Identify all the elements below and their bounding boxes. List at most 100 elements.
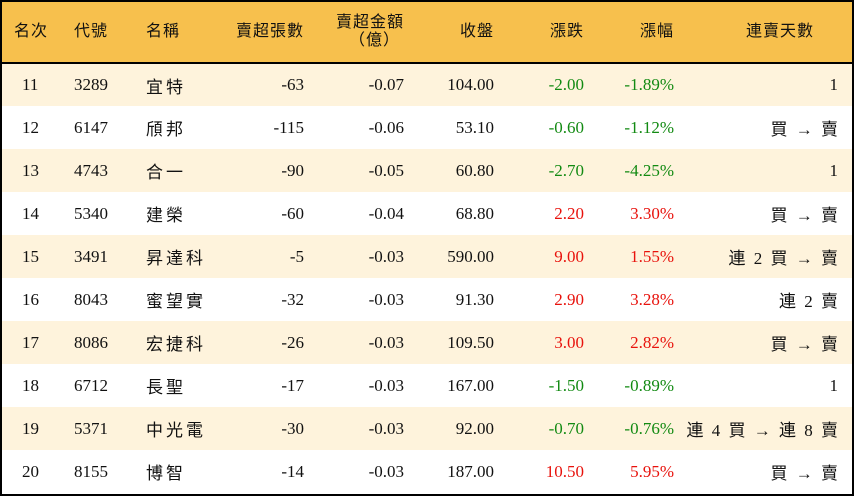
- cell-change: -2.70: [548, 160, 584, 180]
- cell-change: -2.00: [548, 75, 584, 94]
- table-row[interactable]: 13 4743 合一 -90 -0.05 60.80 -2.70 -4.25% …: [2, 149, 852, 192]
- cell-streak: 1: [829, 160, 840, 180]
- cell-close: 104.00: [447, 75, 494, 94]
- cell-name: 頎邦: [146, 120, 186, 139]
- cell-net-sell-lots: -26: [281, 332, 304, 352]
- header-net-sell-amount-line2: （億）: [348, 32, 400, 49]
- cell-streak: 1: [829, 75, 840, 94]
- cell-code: 6712: [74, 375, 108, 395]
- cell-streak: 連 2 買 → 賣: [728, 249, 840, 268]
- cell-net-sell-lots: -30: [281, 418, 304, 438]
- cell-streak: 買 → 賣: [770, 335, 840, 354]
- cell-streak: 連 4 買 → 連 8 賣: [686, 421, 840, 440]
- cell-name: 中光電: [146, 421, 206, 440]
- cell-change: 10.50: [545, 461, 584, 481]
- cell-rank: 17: [22, 332, 39, 352]
- cell-streak: 連 2 賣: [779, 292, 840, 311]
- table-row[interactable]: 16 8043 蜜望實 -32 -0.03 91.30 2.90 3.28% 連…: [2, 278, 852, 321]
- cell-code: 6147: [74, 117, 108, 137]
- cell-change: -1.50: [548, 375, 584, 395]
- table-header: 名次 代號 名稱 賣超張數 賣超金額 （億） 收盤 漲跌 漲幅 連賣天數: [2, 2, 852, 64]
- cell-name: 昇達科: [146, 249, 206, 268]
- cell-net-sell-amount: -0.04: [368, 203, 404, 223]
- table-row[interactable]: 17 8086 宏捷科 -26 -0.03 109.50 3.00 2.82% …: [2, 321, 852, 364]
- cell-close: 91.30: [455, 289, 494, 309]
- cell-close: 187.00: [447, 461, 494, 481]
- cell-close: 53.10: [455, 117, 494, 137]
- cell-change-pct: 3.30%: [630, 203, 674, 223]
- table-row[interactable]: 18 6712 長聖 -17 -0.03 167.00 -1.50 -0.89%…: [2, 364, 852, 407]
- cell-rank: 18: [22, 375, 39, 395]
- cell-net-sell-amount: -0.03: [368, 332, 404, 352]
- header-streak: 連賣天數: [674, 2, 852, 64]
- cell-code: 8086: [74, 332, 108, 352]
- cell-net-sell-lots: -32: [281, 289, 304, 309]
- cell-net-sell-amount: -0.03: [368, 461, 404, 481]
- cell-name: 蜜望實: [146, 292, 206, 311]
- table-row[interactable]: 19 5371 中光電 -30 -0.03 92.00 -0.70 -0.76%…: [2, 407, 852, 450]
- cell-code: 3289: [74, 75, 108, 94]
- cell-rank: 14: [22, 203, 39, 223]
- cell-change: 3.00: [554, 332, 584, 352]
- table-row[interactable]: 15 3491 昇達科 -5 -0.03 590.00 9.00 1.55% 連…: [2, 235, 852, 278]
- cell-change-pct: -0.76%: [624, 418, 674, 438]
- cell-rank: 19: [22, 418, 39, 438]
- cell-net-sell-amount: -0.03: [368, 246, 404, 266]
- cell-net-sell-lots: -5: [289, 246, 304, 266]
- cell-name: 長聖: [146, 378, 186, 397]
- cell-change: 9.00: [554, 246, 584, 266]
- cell-name: 博智: [146, 464, 186, 483]
- header-row: 名次 代號 名稱 賣超張數 賣超金額 （億） 收盤 漲跌 漲幅 連賣天數: [2, 2, 852, 64]
- cell-change: -0.60: [548, 117, 584, 137]
- table-body: 11 3289 宜特 -63 -0.07 104.00 -2.00 -1.89%…: [2, 63, 852, 493]
- cell-rank: 20: [22, 461, 39, 481]
- cell-name: 建榮: [146, 206, 186, 225]
- cell-net-sell-lots: -60: [281, 203, 304, 223]
- cell-close: 60.80: [455, 160, 494, 180]
- cell-change-pct: -1.12%: [624, 117, 674, 137]
- cell-change-pct: 5.95%: [630, 461, 674, 481]
- cell-close: 590.00: [447, 246, 494, 266]
- cell-streak: 買 → 賣: [770, 206, 840, 225]
- cell-rank: 11: [22, 75, 39, 94]
- cell-net-sell-amount: -0.03: [368, 289, 404, 309]
- cell-rank: 15: [22, 246, 39, 266]
- cell-close: 92.00: [455, 418, 494, 438]
- cell-change-pct: 1.55%: [630, 246, 674, 266]
- cell-close: 167.00: [447, 375, 494, 395]
- cell-net-sell-amount: -0.03: [368, 418, 404, 438]
- header-change: 漲跌: [494, 2, 584, 64]
- cell-code: 3491: [74, 246, 108, 266]
- cell-net-sell-lots: -14: [281, 461, 304, 481]
- cell-code: 5371: [74, 418, 108, 438]
- header-code: 代號: [74, 2, 146, 64]
- cell-rank: 13: [22, 160, 39, 180]
- cell-net-sell-amount: -0.03: [368, 375, 404, 395]
- cell-close: 68.80: [455, 203, 494, 223]
- header-rank: 名次: [2, 2, 74, 64]
- table-row[interactable]: 14 5340 建榮 -60 -0.04 68.80 2.20 3.30% 買 …: [2, 192, 852, 235]
- cell-change-pct: -1.89%: [624, 75, 674, 94]
- cell-change-pct: 3.28%: [630, 289, 674, 309]
- cell-name: 宏捷科: [146, 335, 206, 354]
- cell-streak: 1: [829, 375, 840, 395]
- cell-code: 4743: [74, 160, 108, 180]
- header-change-pct: 漲幅: [584, 2, 674, 64]
- cell-change: 2.20: [554, 203, 584, 223]
- table-row[interactable]: 11 3289 宜特 -63 -0.07 104.00 -2.00 -1.89%…: [2, 63, 852, 106]
- cell-rank: 16: [22, 289, 39, 309]
- cell-net-sell-lots: -90: [281, 160, 304, 180]
- cell-change-pct: -4.25%: [624, 160, 674, 180]
- cell-net-sell-lots: -17: [281, 375, 304, 395]
- table-row[interactable]: 12 6147 頎邦 -115 -0.06 53.10 -0.60 -1.12%…: [2, 106, 852, 149]
- header-net-sell-lots: 賣超張數: [226, 2, 304, 64]
- header-net-sell-amount-line1: 賣超金額: [335, 13, 404, 31]
- cell-close: 109.50: [447, 332, 494, 352]
- cell-net-sell-lots: -115: [273, 117, 304, 137]
- cell-net-sell-amount: -0.05: [368, 160, 404, 180]
- table-row[interactable]: 20 8155 博智 -14 -0.03 187.00 10.50 5.95% …: [2, 450, 852, 493]
- header-net-sell-amount: 賣超金額 （億）: [304, 2, 404, 64]
- cell-code: 8043: [74, 289, 108, 309]
